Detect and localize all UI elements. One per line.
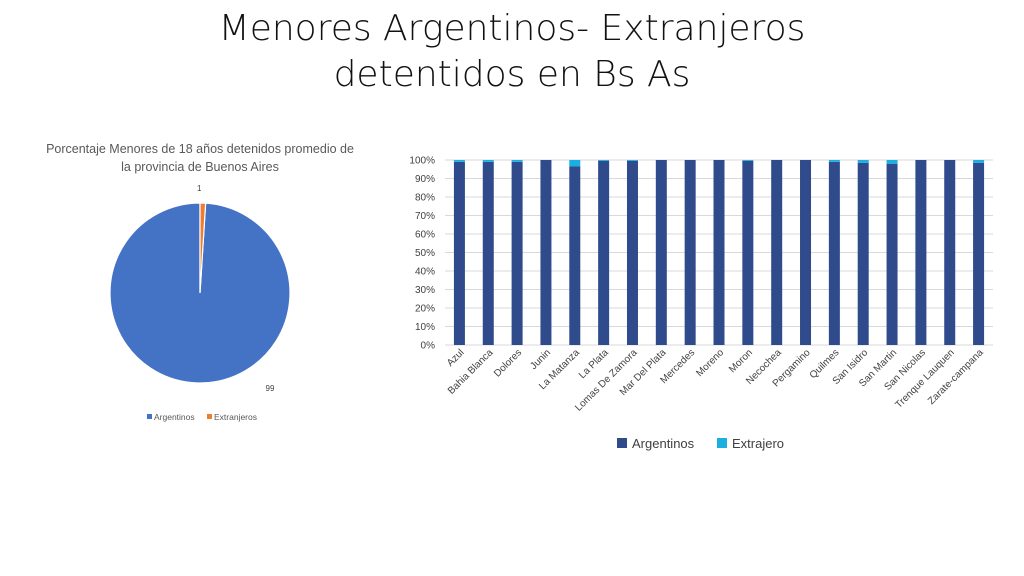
stacked-bar-chart: 0% 10% 20% 30% 40% 50% 60% 70% 80% 90% 100% AzulBa…	[409, 156, 993, 451]
slide-title: Menores Argentinos- Extranjeros detentid…	[0, 6, 1024, 98]
bar-legend: Argentinos Extrajero	[617, 436, 784, 451]
pie-legend-label-extranjeros: Extranjeros	[214, 412, 257, 422]
x-tick-label-zarate-campana: Zarate-campana	[926, 347, 986, 407]
bar-extrajero-azul	[453, 160, 465, 162]
bar-argentinos-moreno	[713, 160, 725, 345]
bar-argentinos-san-martin	[886, 163, 898, 345]
y-tick-label: 100%	[409, 156, 435, 167]
y-tick-label: 10%	[415, 322, 435, 333]
x-tick-label-dolores: Dolores	[492, 347, 524, 379]
y-tick-label: 20%	[415, 304, 435, 315]
bar-y-axis: 0% 10% 20% 30% 40% 50% 60% 70% 80% 90% 100%	[409, 156, 435, 352]
bar-argentinos-la-plata	[598, 160, 610, 345]
pie-legend: Argentinos Extranjeros	[147, 412, 257, 422]
bar-argentinos-lomas-de-zamora	[626, 160, 638, 345]
pie-slices	[109, 202, 291, 384]
pie-legend-swatch-argentinos	[147, 414, 152, 419]
bar-legend-swatch-extrajero	[717, 438, 727, 448]
pie-chart: Porcentaje Menores de 18 años detenidos …	[46, 142, 354, 422]
bar-argentinos-trenque-lauquen	[944, 160, 956, 345]
bar-extrajero-dolores	[511, 160, 523, 162]
y-tick-label: 30%	[415, 285, 435, 296]
bar-argentinos-dolores	[511, 161, 523, 345]
bar-legend-swatch-argentinos	[617, 438, 627, 448]
bar-series	[453, 160, 985, 345]
y-tick-label: 60%	[415, 230, 435, 241]
bar-extrajero-la-matanza	[569, 160, 581, 167]
bar-argentinos-la-matanza	[569, 166, 581, 345]
y-tick-label: 80%	[415, 193, 435, 204]
bar-argentinos-moron	[742, 160, 754, 345]
bar-argentinos-mercedes	[684, 160, 696, 345]
bar-argentinos-zarate-campana	[973, 162, 985, 345]
y-tick-label: 50%	[415, 248, 435, 259]
x-tick-label-junin: Junin	[528, 347, 553, 372]
pie-legend-swatch-extranjeros	[207, 414, 212, 419]
slide-title-line-1: Menores Argentinos- Extranjeros	[218, 8, 806, 49]
pie-slice-extranjeros	[199, 202, 207, 294]
y-tick-label: 0%	[421, 341, 436, 352]
pie-legend-label-argentinos: Argentinos	[154, 412, 195, 422]
bar-argentinos-quilmes	[828, 161, 840, 345]
bar-argentinos-san-isidro	[857, 162, 869, 345]
bar-extrajero-bahia-blanca	[482, 160, 494, 162]
pie-data-label-extranjeros: 1	[197, 184, 202, 193]
bar-argentinos-junin	[540, 160, 552, 345]
bar-extrajero-lomas-de-zamora	[626, 160, 638, 161]
y-tick-label: 90%	[415, 174, 435, 185]
bar-argentinos-pergamino	[800, 160, 812, 345]
y-tick-label: 40%	[415, 267, 435, 278]
bar-legend-label-extrajero: Extrajero	[732, 436, 784, 451]
bar-extrajero-quilmes	[828, 160, 840, 162]
bar-argentinos-necochea	[771, 160, 783, 345]
bar-extrajero-la-plata	[598, 160, 610, 161]
pie-data-label-argentinos: 99	[266, 384, 275, 393]
pie-data-labels: 99 1	[197, 184, 275, 393]
pie-title-line-1: Porcentaje Menores de 18 años detenidos …	[46, 142, 354, 156]
y-tick-label: 70%	[415, 211, 435, 222]
pie-title-line-2: la provincia de Buenos Aires	[121, 160, 279, 174]
x-tick-label-moron: Moron	[727, 347, 755, 375]
bar-argentinos-bahia-blanca	[482, 161, 494, 345]
bar-extrajero-san-isidro	[857, 160, 869, 163]
bar-extrajero-moron	[742, 160, 754, 161]
slide-title-line-2: detentidos en Bs As	[333, 54, 691, 95]
bar-argentinos-azul	[453, 161, 465, 345]
bar-extrajero-zarate-campana	[973, 160, 985, 163]
bar-legend-label-argentinos: Argentinos	[632, 436, 695, 451]
bar-extrajero-san-martin	[886, 160, 898, 164]
bar-argentinos-mar-del-plata	[655, 160, 667, 345]
x-tick-label-azul: Azul	[445, 347, 467, 369]
bar-argentinos-san-nicolas	[915, 160, 927, 345]
x-tick-label-moreno: Moreno	[694, 347, 726, 379]
